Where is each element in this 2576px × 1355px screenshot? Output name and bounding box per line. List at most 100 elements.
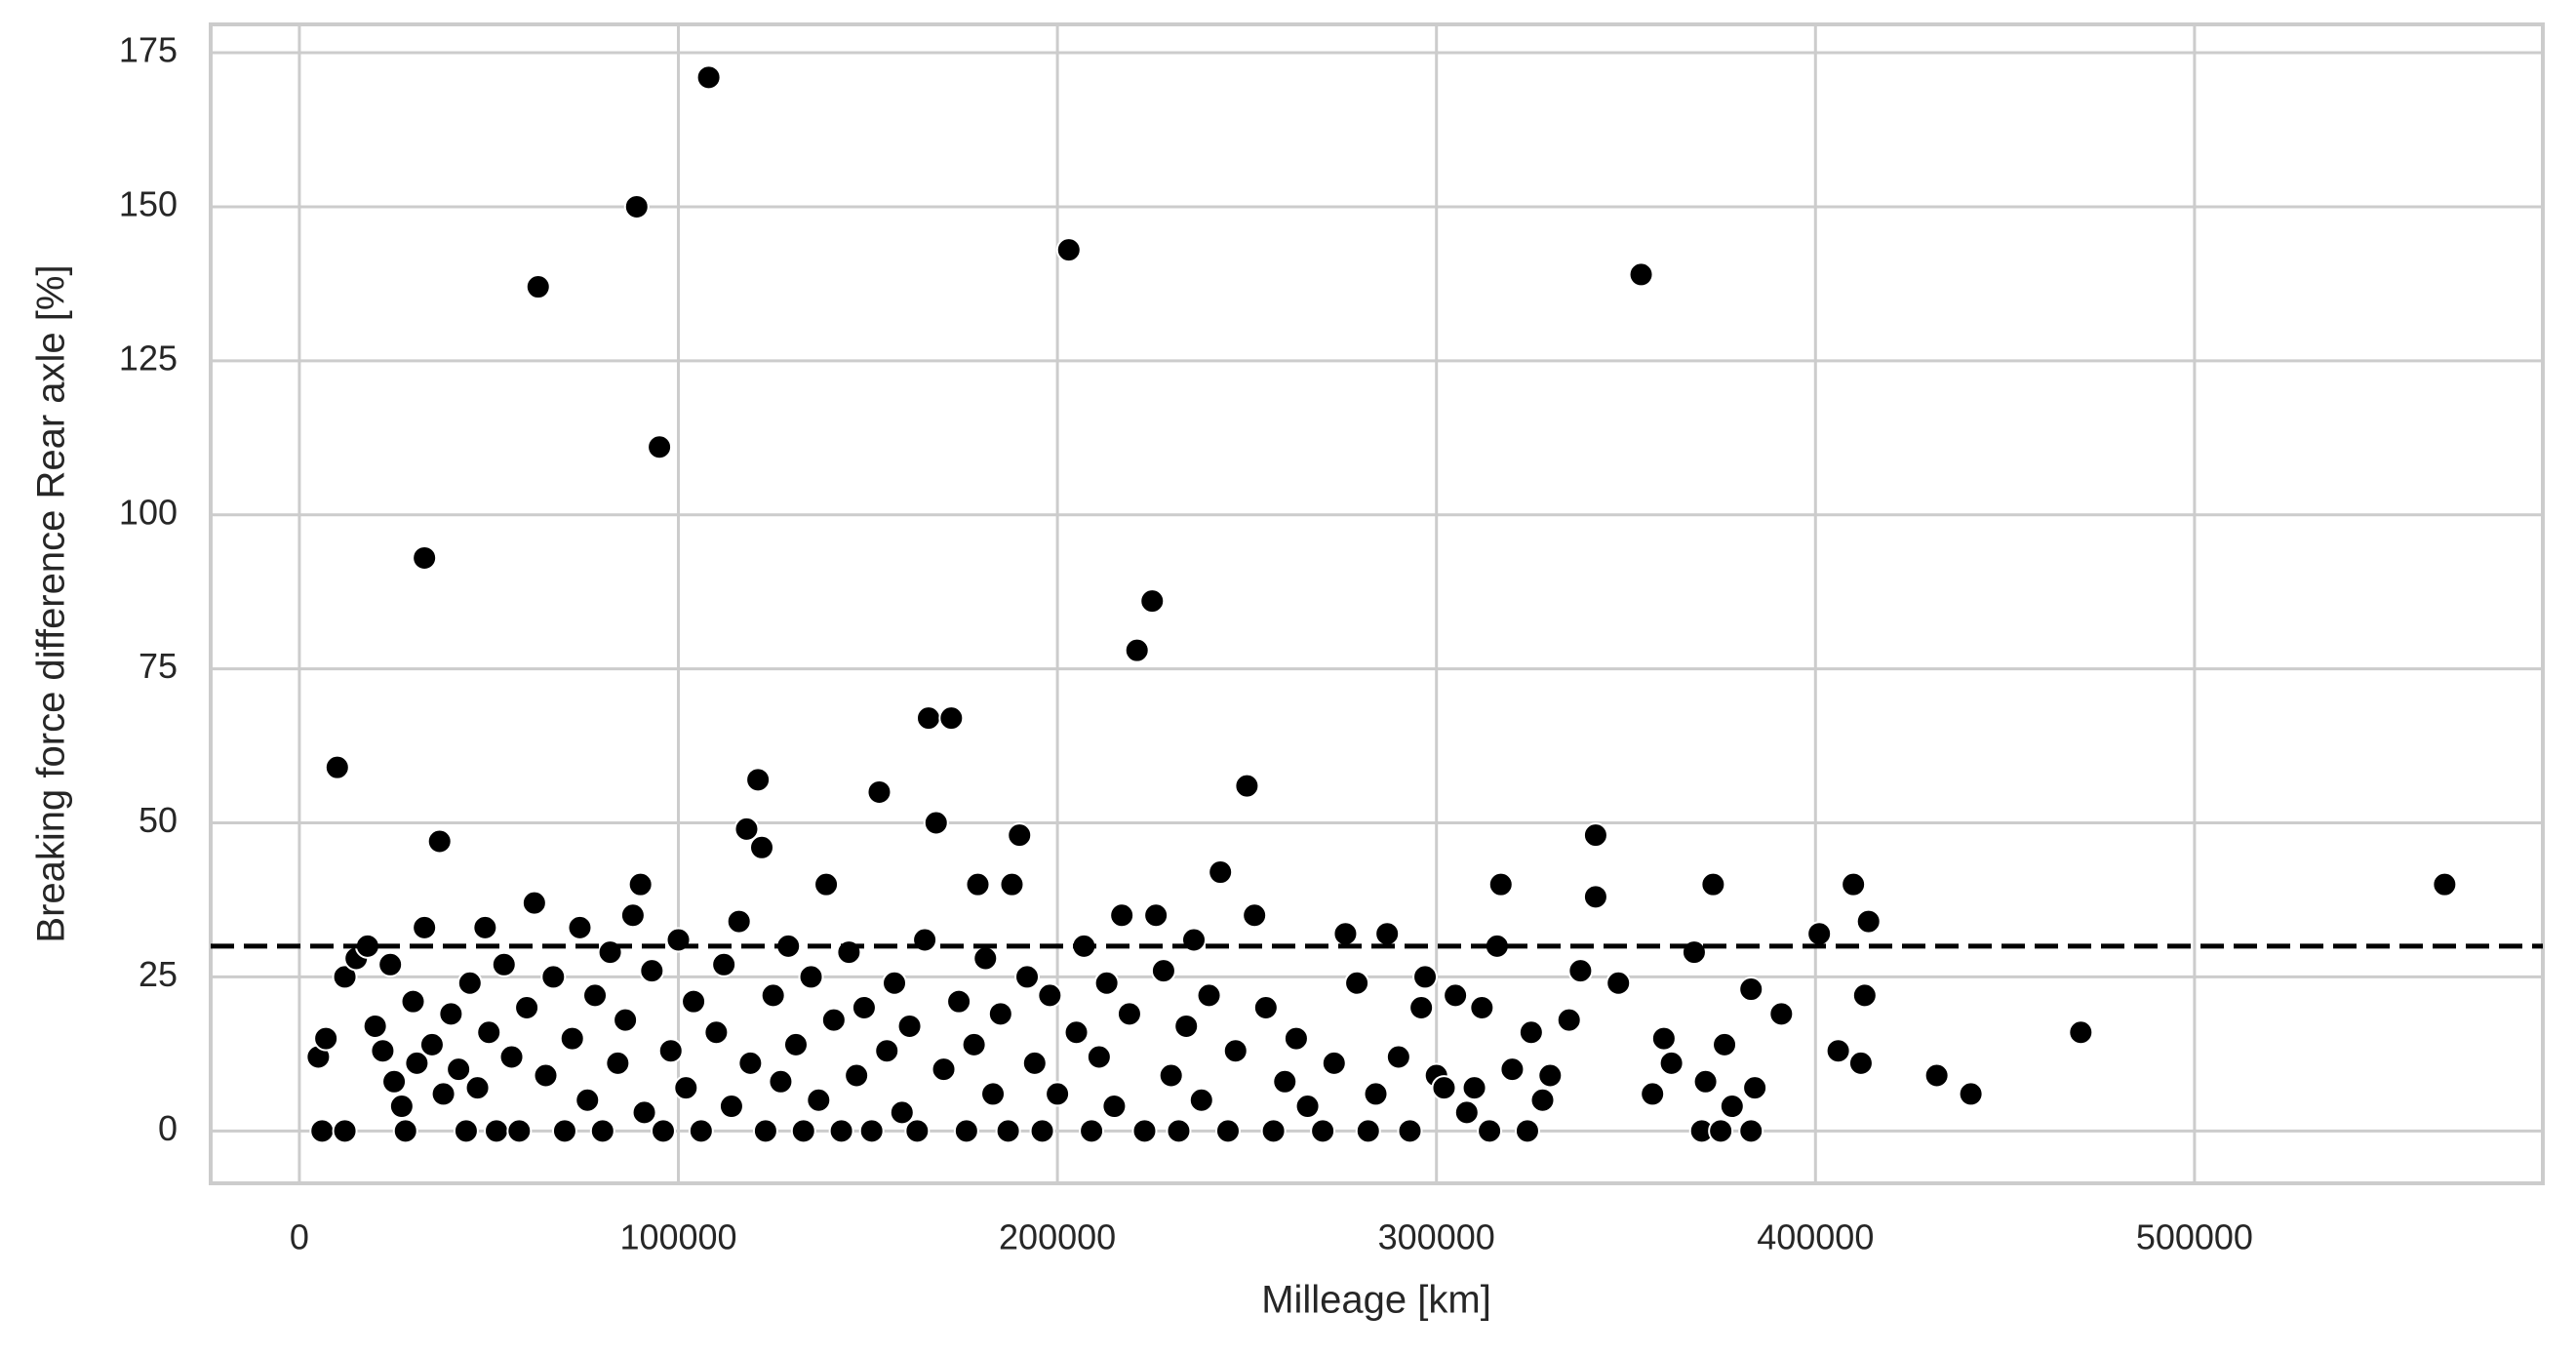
point bbox=[931, 1056, 957, 1083]
point bbox=[1234, 773, 1260, 799]
point bbox=[575, 1087, 601, 1113]
point bbox=[392, 1118, 418, 1144]
x-tick-label: 400000 bbox=[1757, 1217, 1874, 1257]
point bbox=[619, 902, 646, 929]
point bbox=[1093, 970, 1120, 996]
point bbox=[820, 1007, 847, 1033]
x-tick-label: 300000 bbox=[1378, 1217, 1495, 1257]
point bbox=[491, 951, 517, 977]
y-tick-label: 125 bbox=[119, 338, 178, 378]
y-tick-label: 150 bbox=[119, 183, 178, 223]
point bbox=[1537, 1062, 1564, 1089]
point bbox=[456, 970, 483, 996]
y-tick-label: 0 bbox=[158, 1108, 178, 1148]
point bbox=[1079, 1118, 1105, 1144]
point bbox=[498, 1044, 525, 1070]
point bbox=[1487, 871, 1514, 897]
point bbox=[806, 1087, 832, 1113]
point bbox=[1708, 1118, 1734, 1144]
x-tick-label: 500000 bbox=[2136, 1217, 2253, 1257]
point bbox=[567, 914, 593, 940]
point bbox=[650, 1118, 676, 1144]
point bbox=[446, 1056, 472, 1083]
point bbox=[418, 1031, 445, 1057]
point bbox=[1055, 237, 1082, 263]
point bbox=[1332, 921, 1359, 947]
point bbox=[1692, 1068, 1719, 1095]
point bbox=[582, 982, 609, 1009]
point bbox=[889, 1099, 915, 1126]
point bbox=[1514, 1118, 1540, 1144]
point bbox=[923, 810, 949, 836]
point bbox=[1556, 1007, 1582, 1033]
point bbox=[1101, 1094, 1128, 1120]
point bbox=[1294, 1094, 1321, 1120]
point bbox=[874, 1038, 900, 1064]
plot-frame bbox=[209, 22, 2545, 1185]
point bbox=[1014, 964, 1041, 990]
point bbox=[623, 193, 650, 219]
point bbox=[1321, 1050, 1347, 1076]
point bbox=[1173, 1013, 1200, 1039]
point bbox=[453, 1118, 479, 1144]
point bbox=[1469, 995, 1495, 1020]
point bbox=[1045, 1081, 1071, 1107]
point bbox=[2068, 1019, 2094, 1046]
point bbox=[681, 988, 707, 1015]
y-tick-label: 75 bbox=[139, 646, 178, 686]
point bbox=[313, 1025, 339, 1052]
point bbox=[324, 754, 350, 780]
point bbox=[882, 970, 908, 996]
x-axis-label: Milleage [km] bbox=[1261, 1279, 1491, 1322]
point bbox=[332, 964, 358, 990]
point bbox=[1742, 1075, 1768, 1101]
point bbox=[915, 705, 941, 732]
point bbox=[1847, 1050, 1874, 1076]
point bbox=[953, 1118, 979, 1144]
point bbox=[980, 1081, 1007, 1107]
point bbox=[540, 964, 567, 990]
point bbox=[1529, 1087, 1556, 1113]
point bbox=[1719, 1094, 1745, 1120]
point bbox=[961, 1031, 987, 1057]
point bbox=[972, 945, 999, 972]
x-tick-label: 100000 bbox=[619, 1217, 736, 1257]
point bbox=[388, 1094, 415, 1120]
point bbox=[1208, 859, 1234, 886]
point bbox=[695, 64, 722, 91]
point bbox=[1310, 1118, 1336, 1144]
point bbox=[1499, 1056, 1526, 1083]
point bbox=[1158, 1062, 1184, 1089]
point bbox=[647, 434, 673, 460]
point bbox=[938, 705, 965, 732]
point bbox=[1640, 1081, 1666, 1107]
point bbox=[1109, 902, 1135, 929]
point bbox=[426, 828, 453, 855]
point bbox=[987, 1001, 1013, 1027]
point bbox=[412, 544, 438, 571]
point bbox=[946, 988, 972, 1015]
point bbox=[1958, 1081, 1984, 1107]
point bbox=[605, 1050, 631, 1076]
point bbox=[1412, 964, 1439, 990]
point bbox=[400, 988, 426, 1015]
point bbox=[514, 995, 540, 1020]
point bbox=[1222, 1038, 1248, 1064]
point bbox=[1037, 982, 1063, 1009]
point bbox=[1923, 1062, 1950, 1089]
point bbox=[332, 1118, 358, 1144]
y-tick-label: 50 bbox=[139, 800, 178, 840]
point bbox=[657, 1038, 684, 1064]
point bbox=[370, 1038, 396, 1064]
point bbox=[1851, 982, 1878, 1009]
point bbox=[752, 1118, 778, 1144]
y-tick-label: 175 bbox=[119, 30, 178, 70]
point bbox=[999, 871, 1025, 897]
point bbox=[551, 1118, 577, 1144]
point bbox=[404, 1050, 430, 1076]
point bbox=[768, 1068, 794, 1095]
point bbox=[533, 1062, 559, 1089]
point bbox=[1363, 1081, 1389, 1107]
point bbox=[1855, 908, 1882, 935]
